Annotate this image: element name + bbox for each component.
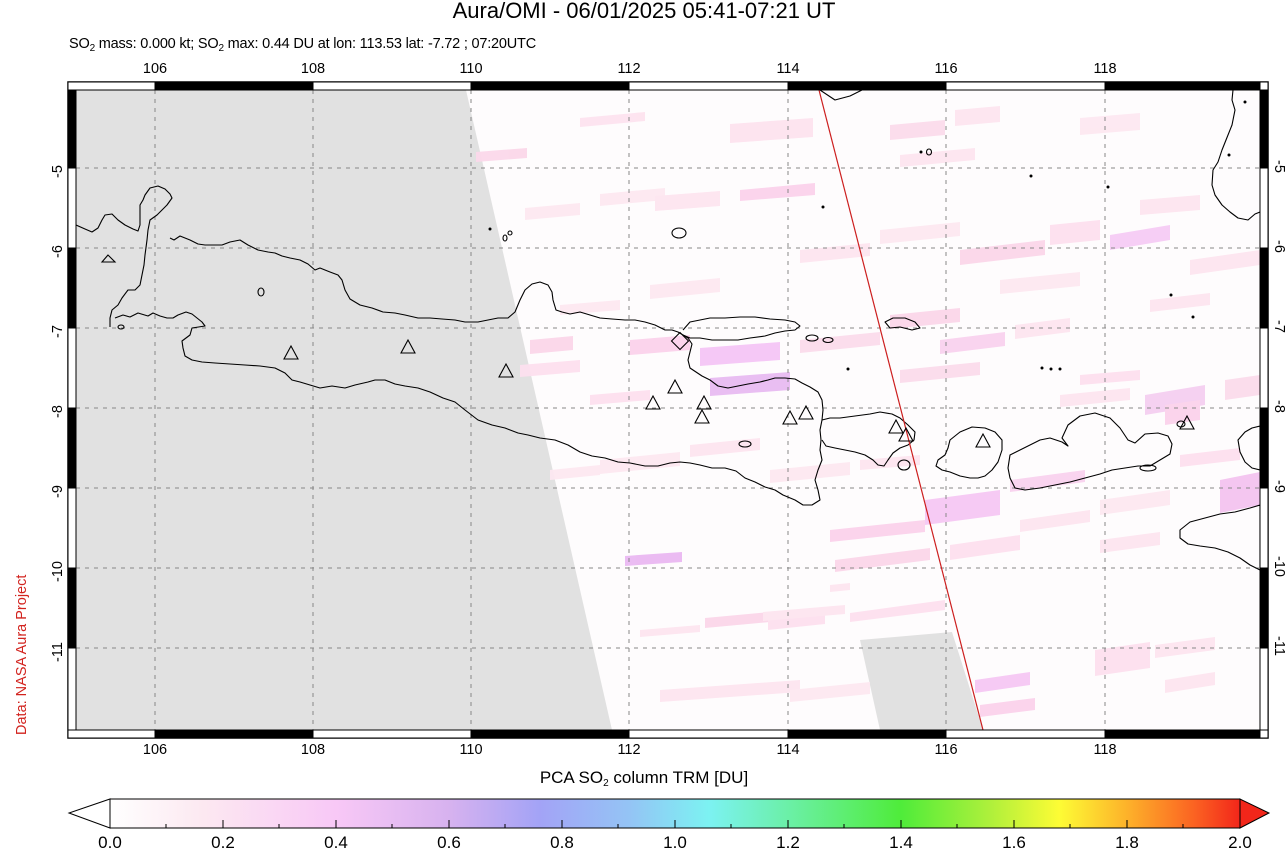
colorbar-label: 1.8 bbox=[1115, 833, 1139, 852]
x-tick-bottom: 108 bbox=[300, 742, 326, 758]
colorbar-label: 1.6 bbox=[1002, 833, 1026, 852]
y-tick-right: -7 bbox=[1271, 320, 1287, 333]
coast-sumba bbox=[1179, 504, 1260, 571]
y-tick-right: -5 bbox=[1271, 160, 1287, 173]
y-tick-left: -6 bbox=[50, 245, 66, 258]
x-tick-bottom: 112 bbox=[617, 742, 641, 758]
coast-java bbox=[114, 311, 824, 506]
colorbar-label: 1.4 bbox=[889, 833, 913, 852]
colorbar-max-arrow bbox=[1239, 798, 1271, 829]
x-tick-top: 116 bbox=[934, 61, 958, 77]
volcano-icon bbox=[898, 426, 914, 442]
x-tick-bottom: 118 bbox=[1093, 742, 1117, 758]
x-tick-top: 114 bbox=[776, 61, 800, 77]
coast-sumbawa bbox=[1007, 412, 1173, 491]
coast-lombok bbox=[935, 426, 1003, 479]
volcano-icon bbox=[696, 394, 712, 410]
colorbar-label: 2.0 bbox=[1228, 833, 1252, 852]
volcano-icon bbox=[667, 378, 683, 394]
y-tick-left: -8 bbox=[50, 405, 66, 418]
x-tick-bottom: 114 bbox=[776, 742, 800, 758]
y-tick-right: -11 bbox=[1271, 636, 1287, 656]
x-tick-top: 106 bbox=[142, 61, 168, 77]
x-tick-top: 118 bbox=[1093, 61, 1117, 77]
colorbar-label: 1.0 bbox=[663, 833, 687, 852]
x-tick-bottom: 106 bbox=[142, 742, 168, 758]
y-tick-left: -10 bbox=[50, 561, 66, 582]
coast-java-north bbox=[169, 235, 684, 336]
coast-madura bbox=[682, 316, 801, 341]
so2-max-marker bbox=[670, 331, 690, 351]
x-tick-top: 112 bbox=[617, 61, 641, 77]
tiny-islands bbox=[488, 100, 1247, 371]
colorbar-label: 0.2 bbox=[211, 833, 235, 852]
graticule bbox=[76, 90, 1260, 730]
colorbar-label: 0.0 bbox=[98, 833, 122, 852]
y-tick-right: -10 bbox=[1271, 556, 1287, 577]
so2-summary: SO2 mass: 0.000 kt; SO2 max: 0.44 DU at … bbox=[69, 36, 536, 54]
x-tick-top: 108 bbox=[300, 61, 326, 77]
map-plot-area bbox=[76, 90, 1260, 730]
volcano-icon bbox=[498, 362, 514, 378]
coast-flores bbox=[1237, 425, 1260, 471]
y-tick-left: -7 bbox=[50, 325, 66, 338]
x-tick-bottom: 110 bbox=[459, 742, 483, 758]
volcano-icon bbox=[798, 404, 814, 420]
colorbar-label: 1.2 bbox=[776, 833, 800, 852]
volcano-icon bbox=[100, 254, 117, 263]
volcano-icon bbox=[283, 344, 299, 360]
coastlines bbox=[76, 90, 1260, 571]
so2-map bbox=[67, 81, 1269, 739]
colorbar-label: 0.8 bbox=[550, 833, 574, 852]
y-tick-right: -9 bbox=[1271, 480, 1287, 493]
coast-kangean bbox=[884, 317, 921, 331]
coast-kalimantan bbox=[1211, 90, 1260, 221]
y-tick-right: -8 bbox=[1271, 400, 1287, 413]
volcano-markers bbox=[100, 254, 1195, 448]
so2-pixels bbox=[476, 106, 1260, 717]
coast-bali bbox=[821, 411, 916, 467]
colorbar-title: PCA SO2 column TRM [DU] bbox=[539, 768, 749, 789]
volcano-icon bbox=[694, 408, 710, 424]
volcano-icon bbox=[888, 418, 904, 434]
y-tick-left: -9 bbox=[50, 485, 66, 498]
colorbar-label: 0.4 bbox=[324, 833, 348, 852]
orbit-track-line bbox=[818, 90, 984, 730]
colorbar-min-arrow bbox=[67, 798, 111, 829]
y-tick-left: -5 bbox=[50, 165, 66, 178]
volcano-icon bbox=[1179, 414, 1195, 430]
volcano-icon bbox=[645, 394, 661, 410]
no-data-region-west bbox=[76, 90, 612, 730]
colorbar-ticks bbox=[165, 820, 1184, 828]
y-tick-left: -11 bbox=[50, 642, 66, 662]
volcano-icon bbox=[400, 338, 416, 354]
map-title: Aura/OMI - 06/01/2025 05:41-07:21 UT bbox=[452, 0, 836, 23]
coast-sumatra bbox=[76, 185, 173, 327]
map-frame bbox=[67, 81, 1269, 739]
x-tick-bottom: 116 bbox=[934, 742, 958, 758]
x-tick-top: 110 bbox=[459, 61, 483, 77]
no-data-region-south bbox=[860, 632, 983, 730]
colorbar bbox=[67, 798, 1271, 829]
volcano-icon bbox=[975, 432, 991, 448]
volcano-icon bbox=[782, 409, 798, 425]
colorbar-label: 0.6 bbox=[437, 833, 461, 852]
coast-kalimantan-south bbox=[819, 90, 863, 101]
y-tick-right: -6 bbox=[1271, 240, 1287, 253]
